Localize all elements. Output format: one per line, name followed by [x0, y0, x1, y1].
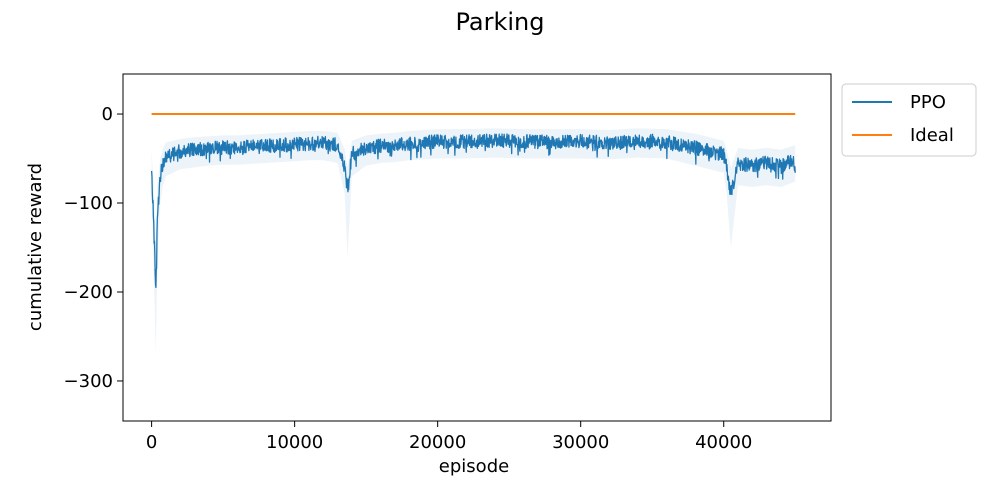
plot-frame [122, 73, 832, 422]
y-axis: 0 −100 −200 −300 [64, 104, 123, 392]
plot-area [122, 73, 832, 422]
x-axis-label: episode [439, 456, 509, 477]
y-tick-label-3: −300 [64, 371, 113, 392]
y-axis-label: cumulative reward [25, 163, 46, 331]
legend-frame [841, 83, 977, 157]
series-line-ppo [150, 133, 796, 289]
legend-label-ideal: Ideal [910, 125, 954, 146]
chart-title: Parking [456, 8, 545, 36]
x-axis: 0 10000 20000 30000 40000 [146, 421, 752, 453]
y-tick-label-1: −100 [64, 193, 113, 214]
series-band-0 [151, 128, 796, 355]
y-tick-label-2: −200 [64, 282, 113, 303]
x-tick-label-3: 30000 [552, 432, 609, 453]
variance-bands [151, 128, 796, 355]
x-tick-label-1: 10000 [266, 432, 323, 453]
y-tick-label-0: 0 [102, 104, 113, 125]
legend-label-ppo: PPO [910, 92, 946, 113]
series-lines [150, 113, 796, 289]
x-tick-label-4: 40000 [695, 432, 752, 453]
x-tick-label-2: 20000 [409, 432, 466, 453]
legend: PPO Ideal [841, 83, 977, 157]
x-tick-label-0: 0 [146, 432, 157, 453]
